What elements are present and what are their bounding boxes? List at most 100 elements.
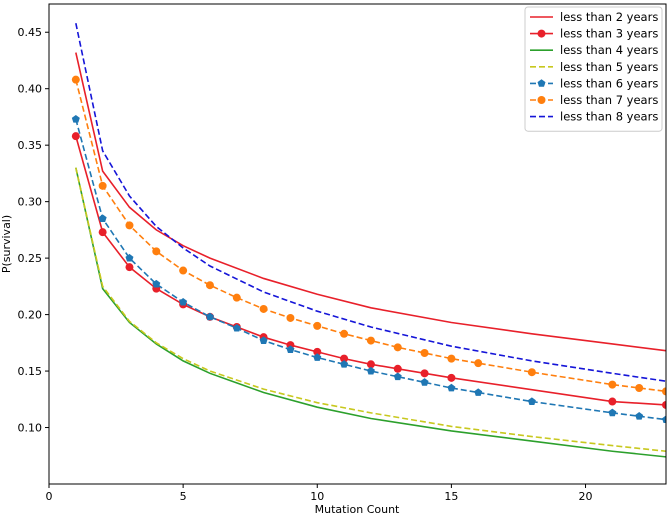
- data-point: [420, 348, 429, 357]
- legend-marker: [537, 96, 546, 104]
- legend-label: less than 5 years: [560, 60, 658, 74]
- data-point: [366, 366, 375, 375]
- data-point: [259, 336, 268, 344]
- data-point: [340, 354, 349, 363]
- legend-entry: less than 7 years: [530, 93, 658, 107]
- data-point: [662, 400, 666, 409]
- data-point: [393, 364, 402, 373]
- legend-label: less than 8 years: [560, 110, 658, 124]
- data-point: [313, 321, 322, 330]
- data-point: [179, 297, 188, 306]
- data-point: [662, 415, 666, 424]
- y-axis-label: P(survival): [0, 215, 13, 273]
- data-point: [608, 408, 617, 417]
- plot-frame: [48, 3, 667, 485]
- data-point: [179, 266, 188, 275]
- y-tick-label: 0.30: [18, 196, 43, 209]
- legend-entry: less than 2 years: [530, 10, 658, 24]
- legend-label: less than 7 years: [560, 93, 658, 107]
- x-tick-label: 10: [310, 490, 324, 503]
- legend-label: less than 3 years: [560, 27, 658, 41]
- data-point: [447, 383, 456, 392]
- data-point: [635, 384, 644, 392]
- series-line: [75, 167, 666, 453]
- legend-entry: less than 3 years: [530, 27, 658, 41]
- x-tick-label: 0: [46, 490, 53, 503]
- data-point: [474, 388, 483, 396]
- x-tick-label: 15: [444, 490, 458, 503]
- data-point: [125, 221, 134, 230]
- data-point: [393, 372, 402, 381]
- data-point: [232, 293, 241, 302]
- legend-label: less than 2 years: [560, 10, 658, 24]
- y-tick-label: 0.35: [18, 139, 43, 152]
- data-point: [447, 354, 456, 363]
- ticks-layer: 0 5 10 15 20 0.10 0.15 0.20 0.25 0.30 0.35 0.40 0.45: [18, 26, 593, 503]
- data-point: [152, 279, 161, 288]
- data-point: [474, 359, 483, 368]
- series-less-than-2-years: [75, 52, 666, 352]
- legend-entry: less than 6 years: [530, 76, 658, 90]
- data-point: [447, 373, 456, 382]
- x-tick-label: 5: [180, 490, 187, 503]
- series-less-than-6-years: [71, 115, 666, 424]
- y-tick-label: 0.45: [18, 26, 43, 39]
- x-axis-label: Mutation Count: [315, 503, 400, 516]
- legend-marker: [537, 79, 546, 87]
- data-point: [259, 304, 268, 313]
- data-point: [393, 343, 402, 352]
- series-less-than-4-years: [75, 167, 666, 458]
- y-tick-label: 0.25: [18, 252, 43, 265]
- y-tick-label: 0.20: [18, 309, 43, 322]
- data-point: [286, 345, 295, 353]
- series-layer: [71, 23, 666, 458]
- data-point: [286, 313, 295, 322]
- legend-label: less than 4 years: [560, 43, 658, 57]
- data-point: [313, 353, 322, 361]
- data-point: [608, 380, 617, 389]
- data-point: [313, 347, 322, 356]
- data-point: [527, 397, 536, 405]
- series-less-than-7-years: [71, 75, 666, 396]
- y-tick-label: 0.40: [18, 83, 43, 96]
- y-tick-label: 0.15: [18, 365, 43, 378]
- data-point: [71, 75, 80, 84]
- series-line: [75, 167, 666, 458]
- data-point: [71, 132, 80, 141]
- data-point: [420, 378, 429, 386]
- data-point: [366, 336, 375, 345]
- data-point: [340, 329, 349, 338]
- series-line: [75, 23, 666, 383]
- legend: less than 2 years less than 3 years less t…: [524, 6, 663, 132]
- data-point: [527, 368, 536, 377]
- legend-entry: less than 5 years: [530, 60, 658, 74]
- data-point: [152, 247, 161, 256]
- data-point: [205, 281, 214, 290]
- data-point: [205, 312, 214, 321]
- data-point: [98, 228, 107, 237]
- data-point: [98, 181, 107, 190]
- x-tick-label: 20: [579, 490, 593, 503]
- data-point: [98, 214, 107, 222]
- data-point: [125, 253, 134, 262]
- data-point: [125, 263, 134, 272]
- series-line: [75, 52, 666, 352]
- y-tick-label: 0.10: [18, 422, 43, 435]
- legend-label: less than 6 years: [560, 76, 658, 90]
- series-less-than-5-years: [75, 167, 666, 453]
- data-point: [635, 412, 644, 420]
- data-point: [366, 360, 375, 369]
- data-point: [232, 323, 241, 332]
- series-line: [75, 79, 666, 393]
- legend-box: [524, 6, 663, 132]
- data-point: [71, 115, 80, 123]
- series-less-than-8-years: [75, 23, 666, 383]
- data-point: [340, 360, 349, 368]
- data-point: [662, 387, 666, 396]
- series-line: [75, 118, 666, 421]
- data-point: [608, 397, 617, 406]
- legend-entry: less than 8 years: [530, 110, 658, 124]
- legend-marker: [537, 29, 546, 38]
- legend-entry: less than 4 years: [530, 43, 658, 57]
